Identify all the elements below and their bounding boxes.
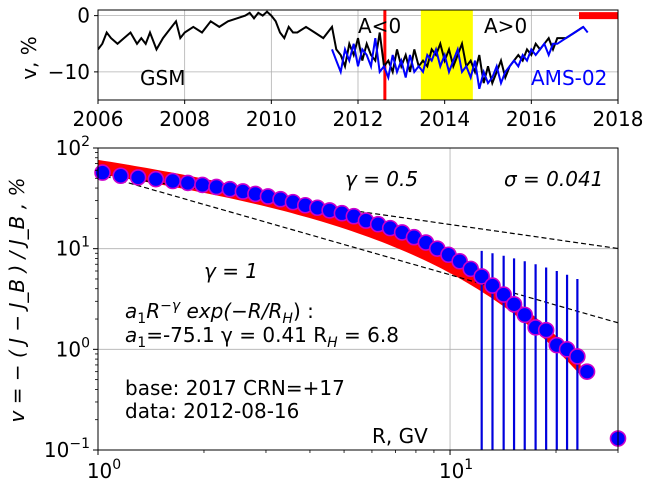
- data-point: [578, 363, 596, 380]
- formula1-a: a: [125, 299, 137, 323]
- bottom-xtick-label: 101: [439, 457, 473, 483]
- data-point: [147, 170, 165, 188]
- formula1-rest: exp(−R/R: [180, 299, 282, 323]
- bottom-ytick-label: 101: [56, 235, 90, 261]
- data-point: [208, 178, 225, 196]
- top-xtick-label: 2012: [333, 107, 384, 131]
- data-point: [94, 164, 111, 181]
- fit-formula-line2: a1=-75.1 γ = 0.41 RH = 6.8: [125, 323, 399, 351]
- top-panel: 2006 2008 2010 2012 2014 2016 2018 0 −10 v, % GS…: [17, 4, 643, 131]
- gsm-label: GSM: [140, 66, 185, 90]
- bottom-ytick-label: 100: [56, 335, 90, 361]
- top-xtick-label: 2010: [246, 107, 297, 131]
- data-date-label: data: 2012-08-16: [125, 399, 299, 423]
- base-label: base: 2017 CRN=+17: [125, 376, 345, 400]
- data-point: [129, 169, 147, 186]
- series-line-ams-02: [331, 25, 589, 90]
- series-line-gsm: [98, 10, 584, 87]
- top-series: [98, 10, 589, 90]
- data-point: [164, 172, 181, 190]
- data-point: [194, 176, 211, 194]
- data-point: [505, 296, 523, 313]
- gamma-one-label: γ = 1: [204, 259, 258, 283]
- formula1-r: R: [146, 299, 160, 323]
- data-point: [179, 174, 197, 192]
- fit-formula-line1: a1R−γ exp(−R/RH) :: [125, 298, 314, 327]
- top-ticks: 2006 2008 2010 2012 2014 2016 2018 0 −10: [48, 4, 644, 131]
- a-negative-label: A<0: [358, 14, 401, 38]
- sigma-label: σ = 0.041: [504, 167, 603, 191]
- reference-line-gamma-1: [98, 173, 618, 324]
- data-point: [569, 348, 586, 365]
- bottom-ytick-label: 102: [56, 134, 90, 160]
- gamma-half-label: γ = 0.5: [345, 167, 418, 191]
- data-point: [473, 268, 490, 285]
- bottom-ylabel: v = − ( J − J_B ) / J_B , %: [5, 178, 29, 423]
- top-ytick-label: −10: [48, 60, 90, 84]
- formula2-a: a: [125, 323, 137, 347]
- formula2-end: = 6.8: [338, 323, 399, 347]
- data-points: [94, 164, 627, 447]
- top-xtick-label: 2014: [419, 107, 470, 131]
- formula1-end: ) :: [293, 299, 314, 323]
- data-point: [495, 286, 512, 303]
- top-xtick-label: 2018: [593, 107, 644, 131]
- formula2-a-sub: 1: [137, 335, 146, 351]
- bottom-ytick-label: 10−1: [44, 436, 90, 462]
- formula1-r-sup: −γ: [160, 298, 181, 314]
- data-point: [537, 321, 555, 339]
- top-xtick-label: 2008: [159, 107, 210, 131]
- bottom-xtick-label: 100: [87, 457, 121, 483]
- formula2-h-sub: H: [327, 335, 338, 351]
- formula1-a-sub: 1: [137, 311, 146, 327]
- reference-lines: [98, 173, 618, 324]
- formula1-h-sub: H: [282, 311, 293, 327]
- top-ylabel: v, %: [17, 36, 41, 80]
- top-xtick-label: 2016: [506, 107, 557, 131]
- formula2-values: =-75.1 γ = 0.41 R: [146, 323, 327, 347]
- data-point: [112, 167, 129, 185]
- top-ytick-label: 0: [77, 4, 90, 28]
- bottom-axes-frame: [97, 147, 619, 451]
- data-point: [484, 277, 501, 294]
- data-point: [516, 306, 534, 324]
- ams-label: AMS-02: [531, 66, 607, 90]
- top-xtick-label: 2006: [73, 107, 124, 131]
- a-positive-label: A>0: [484, 14, 527, 38]
- bottom-xlabel: R, GV: [372, 424, 428, 448]
